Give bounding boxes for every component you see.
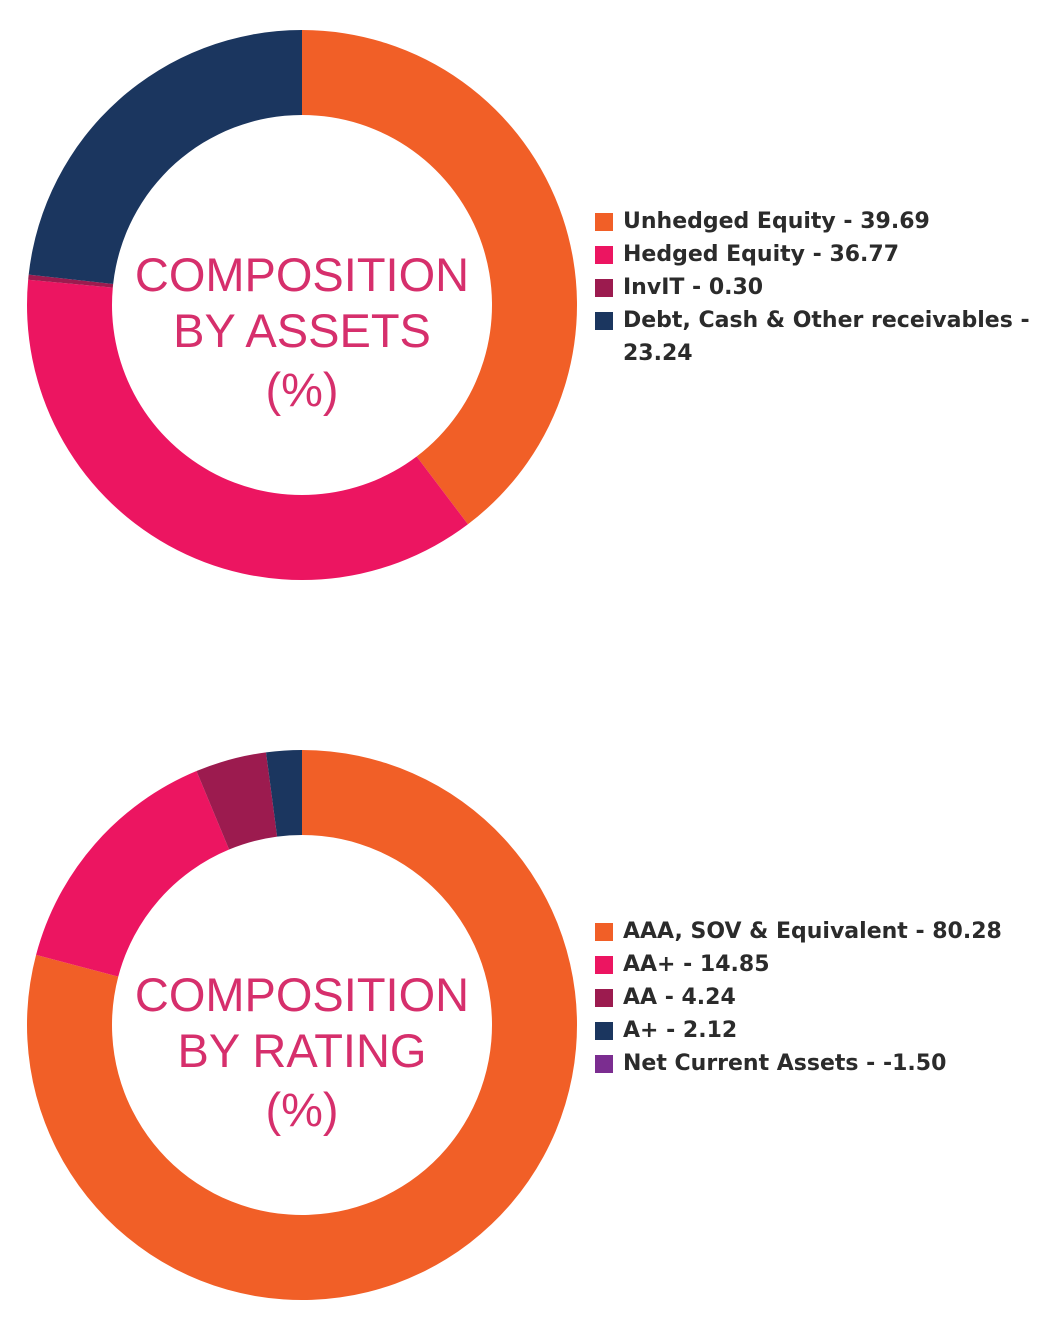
- assets-center-label-line-1: COMPOSITION: [135, 248, 469, 301]
- legend-swatch: [595, 1055, 613, 1073]
- rating-center-label-line-3: (%): [265, 1083, 338, 1136]
- legend-label: Debt, Cash & Other receivables - 23.24: [623, 308, 1030, 366]
- rating-composition-panel: COMPOSITION BY RATING (%) AAA, SOV & Equiv…: [0, 720, 1039, 1334]
- legend-label: Net Current Assets - -1.50: [623, 1051, 947, 1076]
- legend-label: AA - 4.24: [623, 985, 736, 1010]
- rating-legend-item-a: A+ - 2.12: [595, 1014, 1035, 1047]
- rating-legend-item-aa: AA - 4.24: [595, 981, 1035, 1014]
- rating-legend-item-aa: AA+ - 14.85: [595, 948, 1035, 981]
- assets-slice-invit: [28, 274, 114, 288]
- rating-slice-a: [266, 750, 302, 837]
- legend-swatch: [595, 923, 613, 941]
- rating-legend-item-aaa-sov-equivalent: AAA, SOV & Equivalent - 80.28: [595, 915, 1035, 948]
- legend-swatch: [595, 246, 613, 264]
- assets-legend-item-unhedged-equity: Unhedged Equity - 39.69: [595, 205, 1035, 238]
- legend-swatch: [595, 1022, 613, 1040]
- legend-label: A+ - 2.12: [623, 1018, 738, 1043]
- rating-legend: AAA, SOV & Equivalent - 80.28 AA+ - 14.85…: [595, 915, 1035, 1080]
- assets-legend: Unhedged Equity - 39.69 Hedged Equity - 3…: [595, 205, 1035, 370]
- legend-swatch: [595, 312, 613, 330]
- assets-slice-debt-cash-other-receivables: [28, 30, 303, 285]
- legend-swatch: [595, 989, 613, 1007]
- legend-label: AAA, SOV & Equivalent - 80.28: [623, 919, 1002, 944]
- assets-legend-item-invit: InvIT - 0.30: [595, 271, 1035, 304]
- assets-composition-panel: COMPOSITION BY ASSETS (%) Unhedged Equity …: [0, 0, 1039, 620]
- legend-label: AA+ - 14.85: [623, 952, 770, 977]
- rating-slice-aa: [196, 752, 278, 850]
- legend-swatch: [595, 956, 613, 974]
- assets-slice-hedged-equity: [27, 279, 468, 581]
- legend-swatch: [595, 279, 613, 297]
- rating-legend-item-net-current-assets: Net Current Assets - -1.50: [595, 1047, 1035, 1080]
- rating-slice-aaa-sov-equivalent: [26, 750, 578, 1300]
- legend-label: Hedged Equity - 36.77: [623, 242, 900, 267]
- legend-swatch: [595, 213, 613, 231]
- assets-center-label-line-2: BY ASSETS: [173, 304, 431, 357]
- assets-slice-unhedged-equity: [302, 30, 577, 525]
- rating-center-label-line-2: BY RATING: [178, 1024, 427, 1077]
- legend-label: InvIT - 0.30: [623, 275, 764, 300]
- rating-center-label-line-1: COMPOSITION: [135, 968, 469, 1021]
- assets-legend-item-debt-cash-other-receivables: Debt, Cash & Other receivables - 23.24: [595, 304, 1035, 370]
- assets-legend-item-hedged-equity: Hedged Equity - 36.77: [595, 238, 1035, 271]
- rating-slice-aa: [36, 771, 230, 977]
- assets-center-label-line-3: (%): [265, 363, 338, 416]
- legend-label: Unhedged Equity - 39.69: [623, 209, 930, 234]
